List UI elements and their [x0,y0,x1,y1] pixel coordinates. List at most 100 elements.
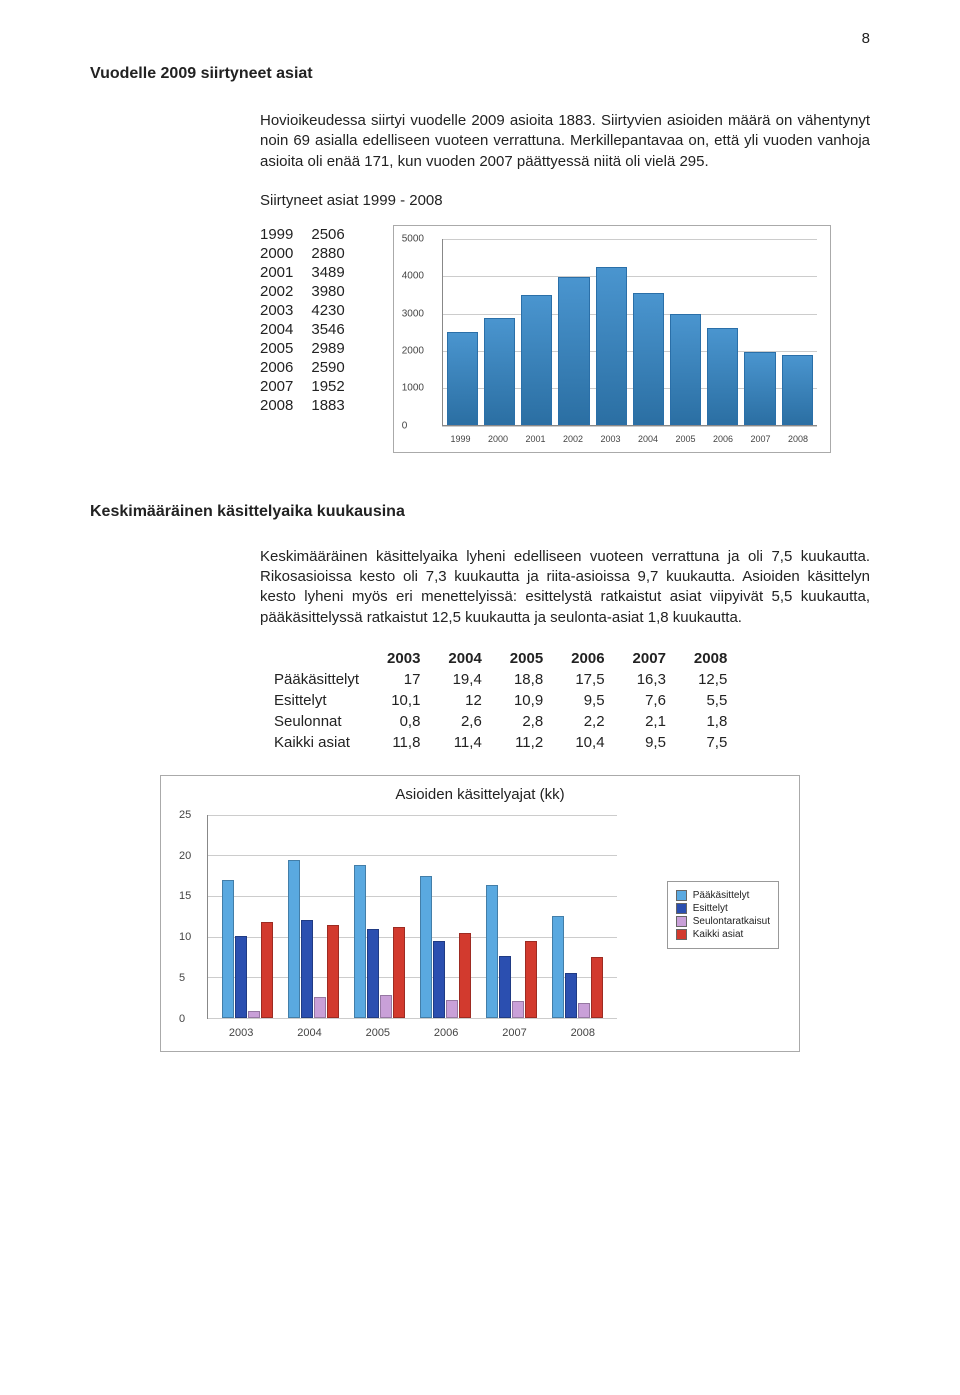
legend-label: Pääkäsittelyt [693,890,750,901]
table-cell: 5,5 [680,690,741,711]
table-cell: 2005 [260,339,311,358]
bar [670,314,701,425]
table-cell: 11,4 [434,732,495,753]
table-rowhead: Esittelyt [260,690,373,711]
x-axis-label: 2008 [549,1027,617,1039]
table-cell: 2590 [311,358,362,377]
bar [433,941,445,1018]
table-header: 2006 [557,648,618,669]
y-axis-label: 4000 [402,271,424,282]
table-cell: 10,9 [496,690,557,711]
table-cell: 2989 [311,339,362,358]
processing-time-table: 200320042005200620072008Pääkäsittelyt171… [260,648,741,753]
table-cell: 2001 [260,263,311,282]
bar [578,1003,590,1018]
chart-kasittelyajat: Asioiden käsittelyajat (kk) 051015202520… [160,775,800,1052]
table-cell: 3489 [311,263,362,282]
table-cell: 18,8 [496,669,557,690]
table-cell: 19,4 [434,669,495,690]
y-axis-label: 0 [179,1013,185,1025]
table-header: 2005 [496,648,557,669]
table-rowhead: Kaikki asiat [260,732,373,753]
y-axis-label: 15 [179,890,191,902]
x-axis-label: 2006 [412,1027,480,1039]
legend-label: Seulontaratkaisut [693,916,770,927]
legend: Pääkäsittelyt Esittelyt Seulontaratkaisut K… [667,881,779,949]
table-cell: 2008 [260,396,311,415]
y-axis-label: 10 [179,931,191,943]
table-rowhead: Pääkäsittelyt [260,669,373,690]
table-header: 2008 [680,648,741,669]
legend-label: Esittelyt [693,903,728,914]
table-cell: 2004 [260,320,311,339]
y-axis-label: 2000 [402,345,424,356]
legend-swatch [676,903,687,914]
y-axis-label: 25 [179,809,191,821]
section1-subtitle: Siirtyneet asiat 1999 - 2008 [260,192,870,209]
table-cell: 12,5 [680,669,741,690]
table-cell: 2003 [260,301,311,320]
bar [499,956,511,1018]
x-axis-label: 2008 [779,434,817,444]
table-cell: 11,2 [496,732,557,753]
bar [521,295,552,425]
y-axis-label: 5000 [402,233,424,244]
x-axis-label: 1999 [442,434,480,444]
table-rowhead: Seulonnat [260,711,373,732]
legend-label: Kaikki asiat [693,929,744,940]
x-axis-label: 2005 [667,434,705,444]
table-cell: 2007 [260,377,311,396]
bar [552,916,564,1018]
bar [459,933,471,1017]
bar [591,957,603,1018]
bar [222,880,234,1018]
bar [327,925,339,1018]
y-axis-label: 1000 [402,383,424,394]
page-number: 8 [90,30,870,47]
table-cell: 2,8 [496,711,557,732]
table-cell: 2,6 [434,711,495,732]
legend-swatch [676,916,687,927]
x-axis-label: 2005 [344,1027,412,1039]
table-cell: 2506 [311,225,362,244]
legend-swatch [676,929,687,940]
table-cell: 1999 [260,225,311,244]
table-cell: 2000 [260,244,311,263]
x-axis-label: 2007 [742,434,780,444]
section1-title: Vuodelle 2009 siirtyneet asiat [90,65,870,83]
table-cell: 12 [434,690,495,711]
section2-paragraph: Keskimääräinen käsittelyaika lyheni edel… [260,547,870,628]
bar [314,997,326,1018]
table-cell: 3980 [311,282,362,301]
table-cell: 7,6 [619,690,680,711]
y-axis-label: 20 [179,850,191,862]
bar [565,973,577,1018]
bar [512,1001,524,1018]
y-axis-label: 0 [402,420,408,431]
year-table: 1999250620002880200134892002398020034230… [260,225,363,415]
bar [380,995,392,1018]
bar [558,277,589,425]
table-cell: 2880 [311,244,362,263]
x-axis-label: 2007 [480,1027,548,1039]
bar [596,267,627,424]
table-header: 2007 [619,648,680,669]
table-cell: 7,5 [680,732,741,753]
table-cell: 10,4 [557,732,618,753]
bar [486,885,498,1017]
x-axis-label: 2004 [629,434,667,444]
bar [288,860,300,1018]
table-cell: 16,3 [619,669,680,690]
table-cell: 17,5 [557,669,618,690]
table-cell: 2,1 [619,711,680,732]
x-axis-label: 2002 [554,434,592,444]
legend-swatch [676,890,687,901]
bar [354,865,366,1018]
x-axis-label: 2003 [592,434,630,444]
bar [782,355,813,425]
table-cell: 3546 [311,320,362,339]
table-cell: 9,5 [619,732,680,753]
table-cell: 1883 [311,396,362,415]
x-axis-label: 2003 [207,1027,275,1039]
table-cell: 2002 [260,282,311,301]
